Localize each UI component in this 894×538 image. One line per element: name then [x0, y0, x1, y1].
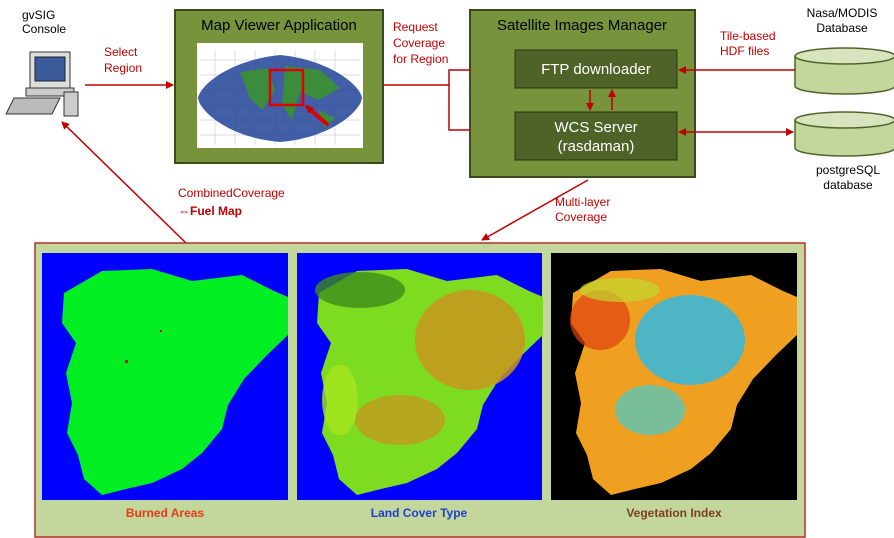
wcs-label: WCS Server (rasdaman) [554, 119, 637, 155]
wcs-box [514, 111, 678, 161]
caption: Land Cover Type [371, 506, 468, 520]
map-viewer-title: Map Viewer Application [201, 17, 357, 34]
console-label: gvSIG Console [22, 8, 66, 36]
combined-label: CombinedCoverage [178, 186, 285, 200]
arrow [61, 121, 187, 244]
satellite-manager-title: Satellite Images Manager [497, 17, 667, 34]
postgres-db-label: postgreSQL database [816, 163, 880, 192]
nasa-db-icon [794, 47, 894, 95]
tile-label: Tile-based HDF files [720, 29, 776, 58]
burned-areas-image [42, 253, 288, 500]
console-icon [5, 51, 79, 117]
land-cover-image [297, 253, 543, 500]
ftp-box [514, 49, 678, 89]
combined-label-2: ⇔Fuel Map [178, 204, 242, 218]
ftp-label: FTP downloader [541, 61, 651, 78]
postgres-db-icon [794, 111, 894, 157]
caption: Vegetation Index [626, 506, 722, 520]
request-label: Request Coverage for Region [393, 20, 448, 66]
map-image [197, 43, 363, 148]
arrow [481, 179, 589, 241]
multilayer-label: Multi-layer Coverage [555, 195, 610, 224]
select-label: Select Region [104, 45, 142, 75]
vegetation-index-image [551, 253, 797, 500]
nasa-db-label: Nasa/MODIS Database [807, 6, 878, 35]
caption: Burned Areas [126, 506, 205, 520]
